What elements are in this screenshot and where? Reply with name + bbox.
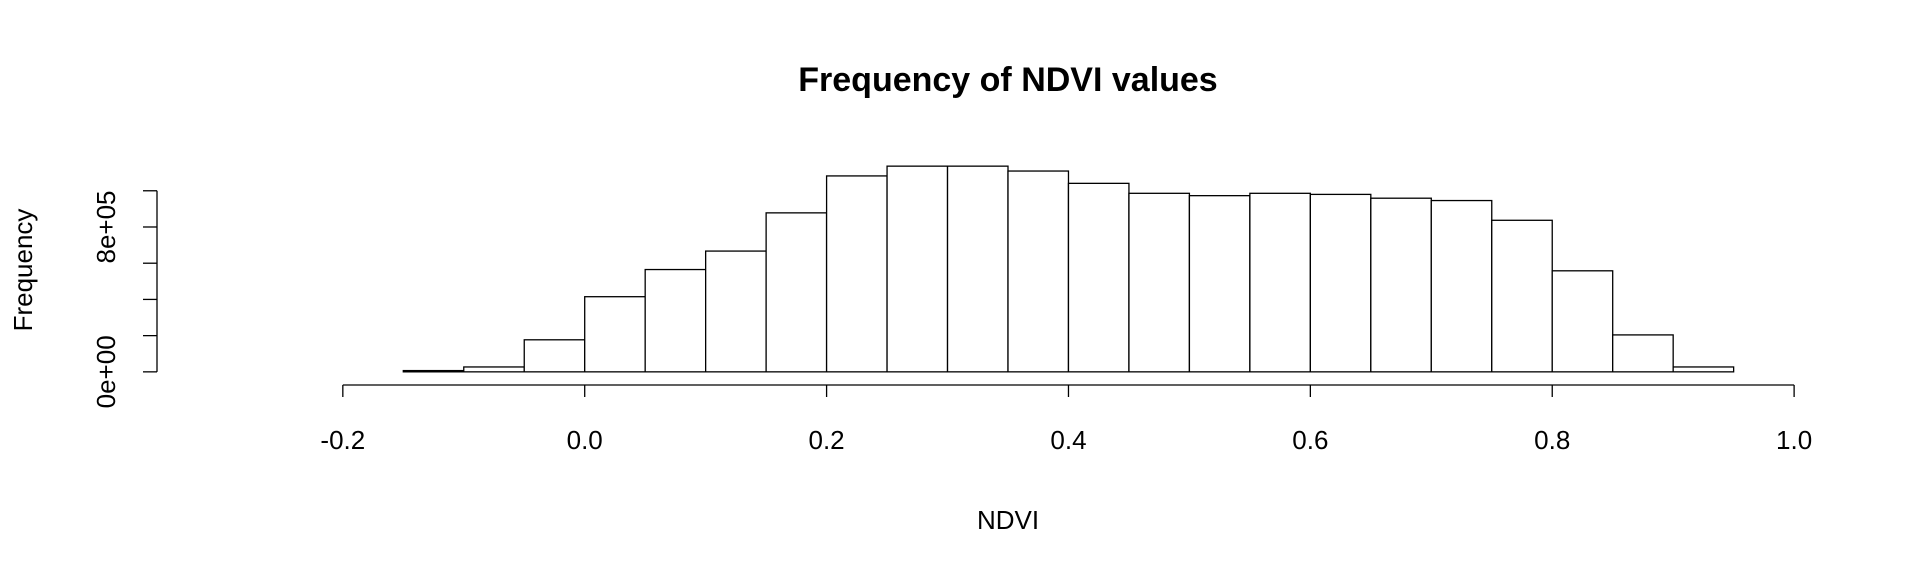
bar xyxy=(644,268,707,373)
x-tick-label: 1.0 xyxy=(1776,425,1812,455)
bar xyxy=(1128,192,1191,373)
x-tick-label: -0.2 xyxy=(320,425,365,455)
x-tick-label: 0.8 xyxy=(1534,425,1570,455)
bar xyxy=(1309,193,1372,373)
x-tick-label: 0.6 xyxy=(1292,425,1328,455)
bar xyxy=(402,369,465,373)
y-axis-label: Frequency xyxy=(8,209,38,332)
x-tick-label: 0.0 xyxy=(567,425,603,455)
bar xyxy=(1067,182,1130,373)
bar xyxy=(1491,219,1553,373)
bar xyxy=(946,165,1009,373)
bar xyxy=(584,296,646,373)
y-tick-label: 8e+05 xyxy=(91,190,121,263)
bar xyxy=(704,250,767,373)
bar xyxy=(1612,334,1674,373)
chart-title: Frequency of NDVI values xyxy=(798,61,1217,99)
bar xyxy=(1249,192,1312,373)
x-tick-label: 0.2 xyxy=(809,425,845,455)
bar xyxy=(765,212,828,373)
x-tick-label: 0.4 xyxy=(1050,425,1086,455)
bar xyxy=(1188,195,1251,373)
bar xyxy=(523,339,586,373)
bar xyxy=(825,175,888,373)
bar xyxy=(463,366,525,373)
bar xyxy=(1672,366,1735,373)
y-tick-label: 0e+00 xyxy=(91,335,121,408)
bar xyxy=(1551,270,1614,373)
bar xyxy=(1370,197,1432,373)
bar xyxy=(1007,170,1070,373)
x-axis-label: NDVI xyxy=(977,505,1039,535)
bar xyxy=(886,165,949,373)
bar xyxy=(1430,199,1493,373)
